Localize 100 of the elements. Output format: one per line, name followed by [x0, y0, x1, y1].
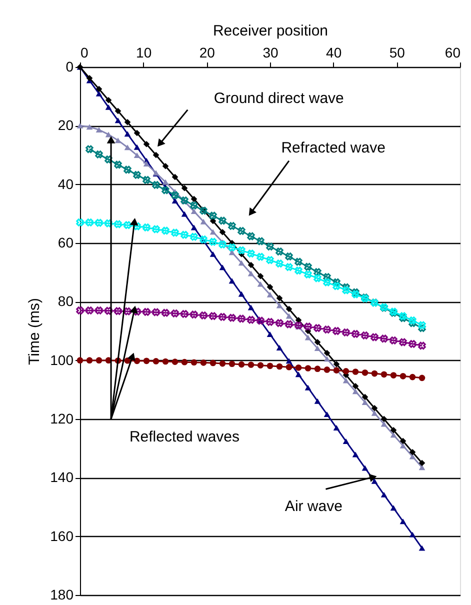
point — [190, 359, 198, 366]
point — [285, 320, 293, 328]
point — [352, 330, 360, 338]
point — [342, 368, 350, 374]
point — [418, 324, 426, 332]
point — [333, 360, 340, 368]
point — [219, 228, 226, 236]
point — [314, 274, 322, 282]
point — [86, 74, 93, 82]
y-tick-label: 60 — [58, 234, 74, 250]
point — [218, 240, 226, 248]
point — [352, 452, 359, 458]
point — [181, 184, 188, 192]
point — [152, 181, 160, 189]
point — [152, 308, 160, 316]
point — [162, 186, 170, 194]
point — [200, 360, 207, 366]
point — [257, 281, 264, 287]
point — [257, 362, 264, 368]
point — [124, 144, 131, 150]
point — [304, 334, 312, 340]
point — [190, 310, 198, 318]
point — [332, 327, 340, 335]
point — [104, 306, 112, 315]
point — [238, 260, 245, 266]
annotation: Ground direct wave — [214, 90, 344, 107]
point — [248, 304, 254, 310]
y-tick-label: 140 — [50, 469, 74, 486]
point — [362, 370, 368, 376]
point — [124, 166, 132, 174]
point — [352, 382, 359, 390]
point — [247, 316, 255, 324]
point — [228, 278, 236, 284]
point — [286, 306, 292, 312]
point — [409, 454, 416, 460]
point — [276, 294, 283, 302]
point — [171, 191, 179, 200]
point — [371, 478, 378, 484]
x-tick-label: 40 — [326, 44, 342, 60]
point — [96, 86, 102, 92]
point — [323, 326, 331, 334]
point — [104, 219, 112, 228]
point — [86, 145, 94, 154]
point — [408, 316, 416, 324]
point — [390, 426, 397, 434]
point — [324, 412, 330, 418]
point — [238, 227, 246, 235]
point — [324, 356, 330, 362]
point — [96, 127, 102, 133]
point — [143, 161, 150, 167]
x-tick-label: 10 — [136, 44, 152, 60]
point — [114, 138, 122, 144]
point — [124, 131, 131, 137]
point — [228, 222, 236, 230]
point — [276, 260, 284, 268]
point — [171, 310, 179, 318]
point — [295, 364, 302, 371]
y-tick-label: 120 — [50, 410, 74, 426]
point — [400, 438, 406, 444]
point — [218, 313, 226, 321]
point — [181, 211, 188, 217]
point — [86, 218, 94, 226]
point — [361, 332, 369, 340]
annotation: Air wave — [284, 498, 342, 516]
point — [210, 360, 216, 366]
point — [162, 358, 169, 365]
point — [399, 338, 407, 346]
point — [285, 252, 293, 260]
point — [333, 425, 340, 431]
point — [162, 162, 169, 170]
point — [390, 432, 397, 438]
point — [266, 331, 274, 337]
point — [371, 404, 378, 412]
point — [390, 336, 398, 344]
point — [142, 224, 150, 232]
point — [371, 410, 378, 416]
point — [266, 318, 274, 326]
point — [342, 328, 350, 336]
point — [314, 366, 321, 372]
point — [238, 291, 245, 297]
point — [400, 442, 406, 448]
point — [162, 226, 170, 235]
point — [172, 358, 178, 365]
point — [276, 248, 284, 256]
point — [219, 360, 226, 367]
point — [362, 465, 368, 471]
y-tick-label: 40 — [58, 176, 74, 192]
point — [228, 244, 236, 252]
point — [190, 224, 198, 230]
point — [114, 108, 122, 114]
point — [390, 505, 397, 511]
point — [342, 438, 350, 444]
point — [342, 283, 350, 292]
point — [418, 374, 426, 382]
point — [228, 360, 236, 368]
point — [171, 228, 179, 237]
point — [399, 312, 407, 320]
annotation: Refracted wave — [281, 140, 386, 157]
point — [86, 124, 93, 130]
point — [352, 368, 359, 375]
